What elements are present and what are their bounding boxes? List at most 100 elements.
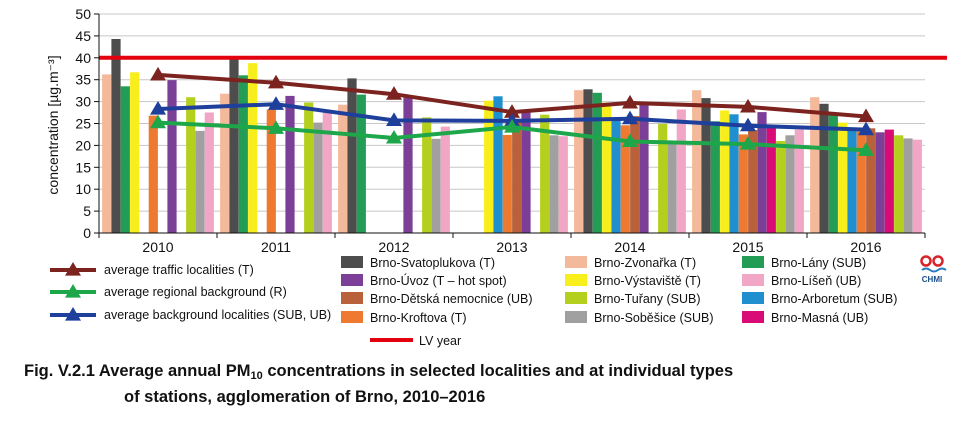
bar — [828, 114, 838, 233]
bar — [710, 121, 720, 233]
legend-swatch — [742, 292, 764, 304]
legend-line-label: average regional background (R) — [104, 285, 287, 299]
line-point — [858, 142, 874, 156]
legend-label: Brno-Soběšice (SUB) — [594, 311, 714, 325]
y-tick-label: 30 — [75, 94, 91, 110]
line-point — [858, 121, 874, 136]
y-tick-label: 5 — [83, 203, 91, 219]
bar — [558, 136, 568, 233]
y-axis-label: concentration [µg.m⁻³] — [45, 55, 61, 194]
bar — [729, 114, 739, 233]
legend-swatch — [742, 311, 764, 323]
x-tick-label: 2014 — [614, 239, 645, 255]
x-tick-label: 2010 — [142, 239, 173, 255]
line-point — [150, 101, 166, 115]
bar — [422, 117, 432, 233]
x-tick-label: 2012 — [378, 239, 409, 255]
bar — [583, 89, 593, 233]
legend-swatch — [565, 311, 587, 323]
y-tick-label: 20 — [75, 137, 91, 153]
logo-ring — [932, 255, 944, 267]
bar — [111, 39, 121, 233]
line-point — [386, 112, 402, 127]
caption-prefix: Fig. V.2.1 Average annual PM — [24, 362, 251, 380]
legend-line-marker — [65, 284, 81, 298]
bar — [238, 75, 248, 233]
line-point — [504, 104, 520, 118]
line-point — [740, 117, 756, 132]
legend-swatch — [565, 274, 587, 286]
legend-label: Brno-Dětská nemocnice (UB) — [370, 292, 533, 306]
bar — [630, 116, 640, 233]
line-point — [268, 96, 284, 110]
legend-swatch — [742, 256, 764, 268]
bar — [148, 115, 158, 233]
bar — [322, 111, 332, 233]
caption-line-2: of stations, agglomeration of Brno, 2010… — [124, 388, 486, 406]
legend-label: Brno-Kroftova (T) — [370, 311, 467, 325]
line-point — [268, 74, 284, 89]
bar — [611, 120, 621, 233]
bar — [810, 97, 820, 233]
bar — [748, 130, 758, 233]
bar — [738, 134, 748, 233]
bar — [356, 94, 366, 233]
y-tick-label: 15 — [75, 159, 91, 175]
y-tick-label: 40 — [75, 50, 91, 66]
bar — [785, 135, 795, 233]
bar — [229, 58, 239, 234]
line-point — [386, 129, 402, 144]
bars — [102, 39, 922, 234]
legend-label: Brno-Zvonařka (T) — [594, 256, 696, 270]
line-point — [740, 136, 756, 150]
bar — [167, 80, 177, 233]
bar — [720, 110, 730, 233]
bar — [701, 98, 711, 233]
bar — [639, 103, 649, 233]
x-tick-label: 2013 — [496, 239, 527, 255]
bar — [574, 90, 584, 233]
average-lines — [150, 66, 874, 156]
legend-swatch — [341, 274, 363, 286]
legend-label: Brno-Výstaviště (T) — [594, 274, 701, 288]
y-tick-label: 25 — [75, 116, 91, 132]
bar — [120, 86, 130, 233]
x-tick-label: 2016 — [850, 239, 881, 255]
caption-rest: concentrations in selected localities an… — [262, 362, 734, 380]
bar — [304, 102, 314, 233]
line-point — [622, 110, 638, 125]
legend-label: Brno-Tuřany (SUB) — [594, 292, 701, 306]
logo-wave — [921, 267, 947, 273]
legend-line-label: average background localities (SUB, UB) — [104, 308, 331, 322]
bar — [819, 103, 829, 233]
legend-label: Brno-Masná (UB) — [771, 311, 868, 325]
tick-labels: 0 5 10 15 20 25 30 35 40 45 50 2010 2011 2012 2013 2014… — [75, 6, 881, 255]
bar — [602, 102, 612, 233]
bar — [347, 78, 357, 234]
legend-swatch — [341, 292, 363, 304]
legend-swatch — [565, 292, 587, 304]
bar — [484, 100, 494, 233]
chmi-logo: CHMI — [920, 255, 947, 284]
figure-caption: Fig. V.2.1 Average annual PM10 concentra… — [24, 361, 733, 408]
legend-limit-label: LV year — [419, 334, 461, 348]
bar — [338, 104, 348, 233]
bar — [266, 109, 276, 233]
bar — [431, 138, 441, 233]
legend-line-label: average traffic localities (T) — [104, 263, 254, 277]
bar — [884, 129, 894, 233]
bar — [220, 93, 230, 233]
bar — [130, 72, 140, 233]
line-point — [150, 114, 166, 129]
caption-line-1: Fig. V.2.1 Average annual PM10 concentra… — [24, 361, 733, 387]
line-point — [858, 108, 874, 123]
line-point — [150, 66, 166, 81]
bar — [838, 122, 848, 233]
bar — [894, 135, 904, 233]
legend-label: Brno-Arboretum (SUB) — [771, 292, 897, 306]
bar — [676, 109, 686, 233]
y-tick-label: 50 — [75, 6, 91, 22]
bar — [692, 90, 702, 233]
bar — [440, 126, 450, 233]
caption-subscript: 10 — [250, 370, 263, 382]
